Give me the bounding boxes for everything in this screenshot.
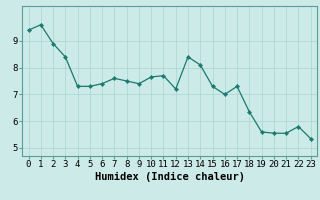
- X-axis label: Humidex (Indice chaleur): Humidex (Indice chaleur): [95, 172, 244, 182]
